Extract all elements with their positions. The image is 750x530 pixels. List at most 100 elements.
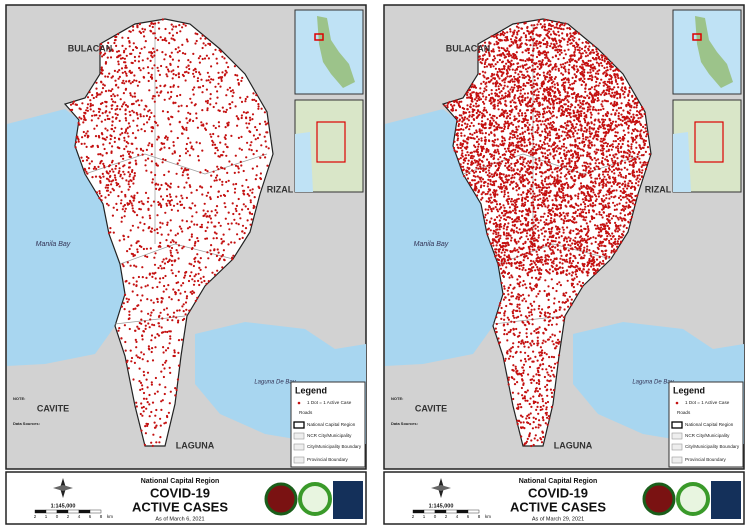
case-dot (236, 117, 240, 120)
case-dot (106, 56, 109, 59)
case-dot (584, 198, 587, 202)
case-dot (102, 83, 105, 86)
case-dot (161, 260, 164, 263)
case-dot (237, 197, 240, 201)
case-dot (553, 180, 556, 183)
case-dot (591, 202, 595, 205)
case-dot (543, 250, 546, 253)
case-dot (124, 47, 127, 50)
case-dot (233, 171, 236, 174)
case-dot (85, 155, 88, 158)
case-dot (204, 127, 207, 130)
case-dot (126, 250, 129, 253)
case-dot (518, 310, 521, 313)
case-dot (129, 349, 132, 352)
case-dot (128, 155, 132, 158)
case-dot (138, 356, 141, 359)
case-dot (153, 426, 157, 429)
case-dot (166, 75, 169, 78)
case-dot (620, 236, 623, 239)
case-dot (232, 91, 235, 94)
case-dot (598, 121, 601, 124)
case-dot (181, 132, 184, 135)
case-dot (522, 161, 525, 164)
case-dot (503, 223, 507, 226)
case-dot (123, 82, 126, 85)
case-dot (571, 104, 574, 107)
case-dot (536, 72, 539, 75)
case-dot (222, 233, 225, 236)
case-dot (532, 443, 535, 447)
case-dot (91, 94, 94, 97)
case-dot (115, 164, 118, 168)
case-dot (517, 231, 520, 234)
case-dot (630, 121, 633, 124)
case-dot (506, 289, 509, 292)
case-dot (105, 100, 108, 104)
case-dot (502, 231, 505, 234)
case-dot (230, 134, 233, 137)
case-dot (565, 114, 568, 118)
case-dot (151, 275, 154, 278)
case-dot (559, 94, 562, 97)
case-dot (486, 158, 489, 161)
case-dot (541, 147, 544, 150)
case-dot (240, 164, 243, 167)
case-dot (225, 94, 228, 97)
case-dot (249, 189, 252, 192)
case-dot (209, 185, 213, 188)
case-dot (569, 143, 572, 146)
case-dot (195, 211, 198, 214)
case-dot (504, 120, 507, 123)
case-dot (128, 110, 131, 113)
case-dot (553, 26, 556, 29)
case-dot (168, 55, 172, 58)
case-dot (618, 185, 621, 189)
case-dot (155, 424, 158, 427)
case-dot (218, 178, 221, 181)
case-dot (152, 32, 155, 35)
case-dot (177, 281, 180, 284)
case-dot (511, 80, 514, 83)
case-dot (454, 115, 457, 118)
case-dot (534, 158, 537, 161)
case-dot (592, 204, 595, 207)
case-dot (518, 331, 521, 334)
case-dot (546, 311, 550, 314)
case-dot (137, 275, 140, 279)
case-dot (535, 408, 538, 411)
case-dot (512, 355, 515, 358)
case-dot (472, 104, 475, 107)
case-dot (224, 137, 227, 140)
case-dot (199, 37, 202, 40)
case-dot (537, 120, 540, 123)
case-dot (625, 115, 628, 118)
case-dot (141, 216, 144, 219)
case-dot (192, 264, 195, 268)
case-dot (617, 174, 620, 177)
case-dot (535, 166, 538, 169)
case-dot (538, 260, 541, 263)
case-dot (564, 248, 567, 251)
case-dot (209, 133, 212, 136)
case-dot (551, 199, 554, 202)
case-dot (449, 103, 453, 106)
case-dot (454, 109, 458, 112)
case-dot (522, 242, 525, 245)
case-dot (518, 228, 521, 231)
case-dot (513, 136, 516, 139)
case-dot (507, 191, 510, 194)
case-dot (507, 357, 511, 360)
case-dot (188, 309, 191, 312)
case-dot (97, 165, 100, 168)
case-dot (539, 276, 542, 279)
case-dot (507, 376, 510, 379)
case-dot (146, 360, 149, 363)
case-dot (497, 250, 501, 253)
case-dot (151, 272, 154, 275)
case-dot (139, 115, 142, 118)
case-dot (226, 122, 229, 125)
case-dot (518, 114, 521, 117)
case-dot (523, 174, 527, 177)
case-dot (549, 33, 552, 36)
